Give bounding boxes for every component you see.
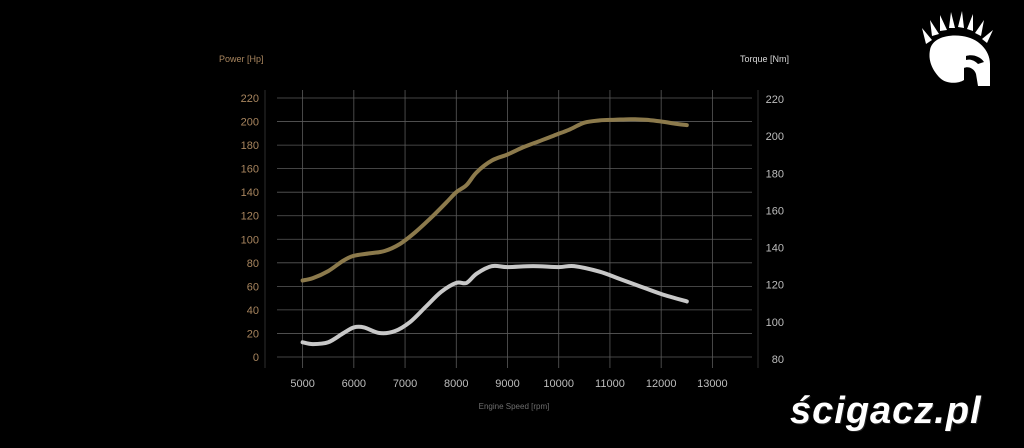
torque-axis-ticks: 80 100 120 140 160 180 200 220 [766, 94, 784, 366]
power-tick-label: 60 [247, 281, 259, 293]
spartan-helmet-icon [922, 11, 993, 86]
power-tick-label: 100 [241, 234, 259, 246]
torque-tick-label: 200 [766, 131, 784, 143]
rpm-tick-label: 7000 [393, 378, 417, 390]
gridlines [264, 90, 759, 368]
rpm-tick-label: 13000 [697, 378, 728, 390]
power-axis-ticks: 0 20 40 60 80 100 120 140 160 180 200 220 [241, 93, 259, 364]
torque-tick-label: 220 [766, 94, 784, 106]
power-tick-label: 20 [247, 328, 259, 340]
power-tick-label: 200 [241, 117, 259, 129]
torque-tick-label: 180 [766, 168, 784, 180]
rpm-tick-label: 8000 [444, 378, 468, 390]
power-tick-label: 140 [241, 187, 259, 199]
torque-tick-label: 80 [772, 354, 784, 366]
power-tick-label: 220 [241, 93, 259, 105]
rpm-tick-label: 9000 [495, 378, 519, 390]
torque-tick-label: 160 [766, 205, 784, 217]
torque-tick-label: 100 [766, 317, 784, 329]
power-tick-label: 180 [241, 140, 259, 152]
rpm-tick-label: 6000 [342, 378, 366, 390]
rpm-tick-label: 11000 [595, 378, 625, 390]
rpm-tick-label: 12000 [646, 378, 677, 390]
power-tick-label: 120 [241, 211, 259, 223]
power-tick-label: 80 [247, 258, 259, 270]
rpm-tick-label: 10000 [543, 378, 574, 390]
torque-tick-label: 140 [766, 243, 784, 255]
rpm-tick-label: 5000 [290, 378, 314, 390]
scigacz-watermark: ścigacz.pl [790, 390, 982, 432]
power-tick-label: 160 [241, 164, 259, 176]
torque-tick-label: 120 [766, 280, 784, 292]
torque-curve [300, 263, 689, 347]
torque-axis-title: Torque [Nm] [740, 54, 789, 64]
rpm-axis-title: Engine Speed [rpm] [479, 402, 550, 411]
power-tick-label: 40 [247, 305, 259, 317]
power-tick-label: 0 [253, 352, 259, 364]
power-curve [300, 117, 689, 283]
series-layer [300, 117, 689, 347]
rpm-axis-ticks: 5000 6000 7000 8000 9000 10000 11000 12000 13000 [290, 378, 727, 390]
power-axis-title: Power [Hp] [219, 54, 264, 64]
